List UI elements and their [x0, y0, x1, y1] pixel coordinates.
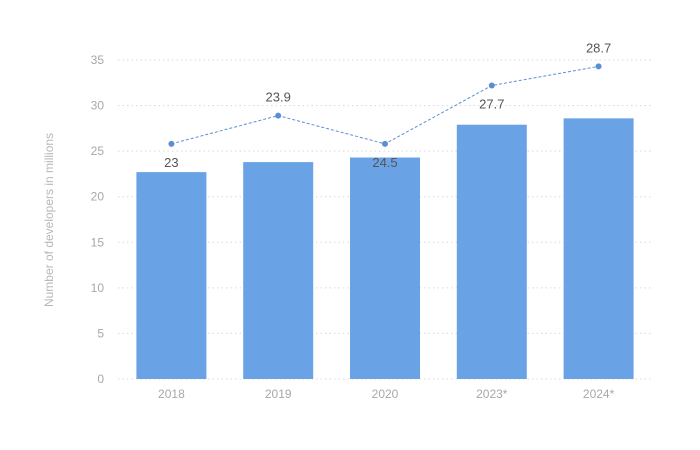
trend-line	[168, 63, 602, 147]
data-label-4: 28.7	[586, 40, 611, 55]
y-tick-label: 5	[97, 326, 104, 340]
y-tick-label: 30	[91, 99, 105, 113]
y-tick-label: 10	[91, 281, 105, 295]
data-label-0: 23	[164, 155, 178, 170]
data-label-2: 24.5	[372, 155, 397, 170]
x-tick-label: 2024*	[583, 387, 615, 401]
y-axis-ticks: 0 5 10 15 20 25 30 35	[91, 53, 105, 386]
data-label-1: 23.9	[266, 90, 291, 105]
data-labels: 23 23.9 24.5 27.7 28.7	[164, 40, 611, 169]
trend-point-1	[275, 112, 282, 119]
trend-point-3	[488, 82, 495, 89]
bar-2	[350, 157, 420, 379]
bar-3	[456, 124, 527, 379]
bar-0	[136, 172, 207, 379]
y-tick-label: 20	[91, 190, 105, 204]
x-tick-label: 2023*	[476, 387, 508, 401]
bar-1	[243, 162, 314, 379]
y-axis-label: Number of developers in millions	[42, 133, 56, 307]
y-tick-label: 15	[91, 235, 105, 249]
data-label-3: 27.7	[479, 97, 504, 112]
y-tick-label: 0	[97, 372, 104, 386]
y-tick-label: 25	[91, 144, 105, 158]
trend-point-2	[382, 140, 388, 147]
x-tick-label: 2018	[158, 387, 185, 401]
bar-4	[563, 118, 634, 380]
trend-point-0	[168, 140, 175, 147]
x-tick-label: 2020	[372, 387, 399, 401]
x-tick-label: 2019	[265, 387, 292, 401]
bars	[136, 118, 634, 380]
x-axis-ticks: 2018 2019 2020 2023* 2024*	[158, 387, 615, 401]
trend-point-4	[595, 63, 602, 70]
y-tick-label: 35	[91, 53, 105, 67]
